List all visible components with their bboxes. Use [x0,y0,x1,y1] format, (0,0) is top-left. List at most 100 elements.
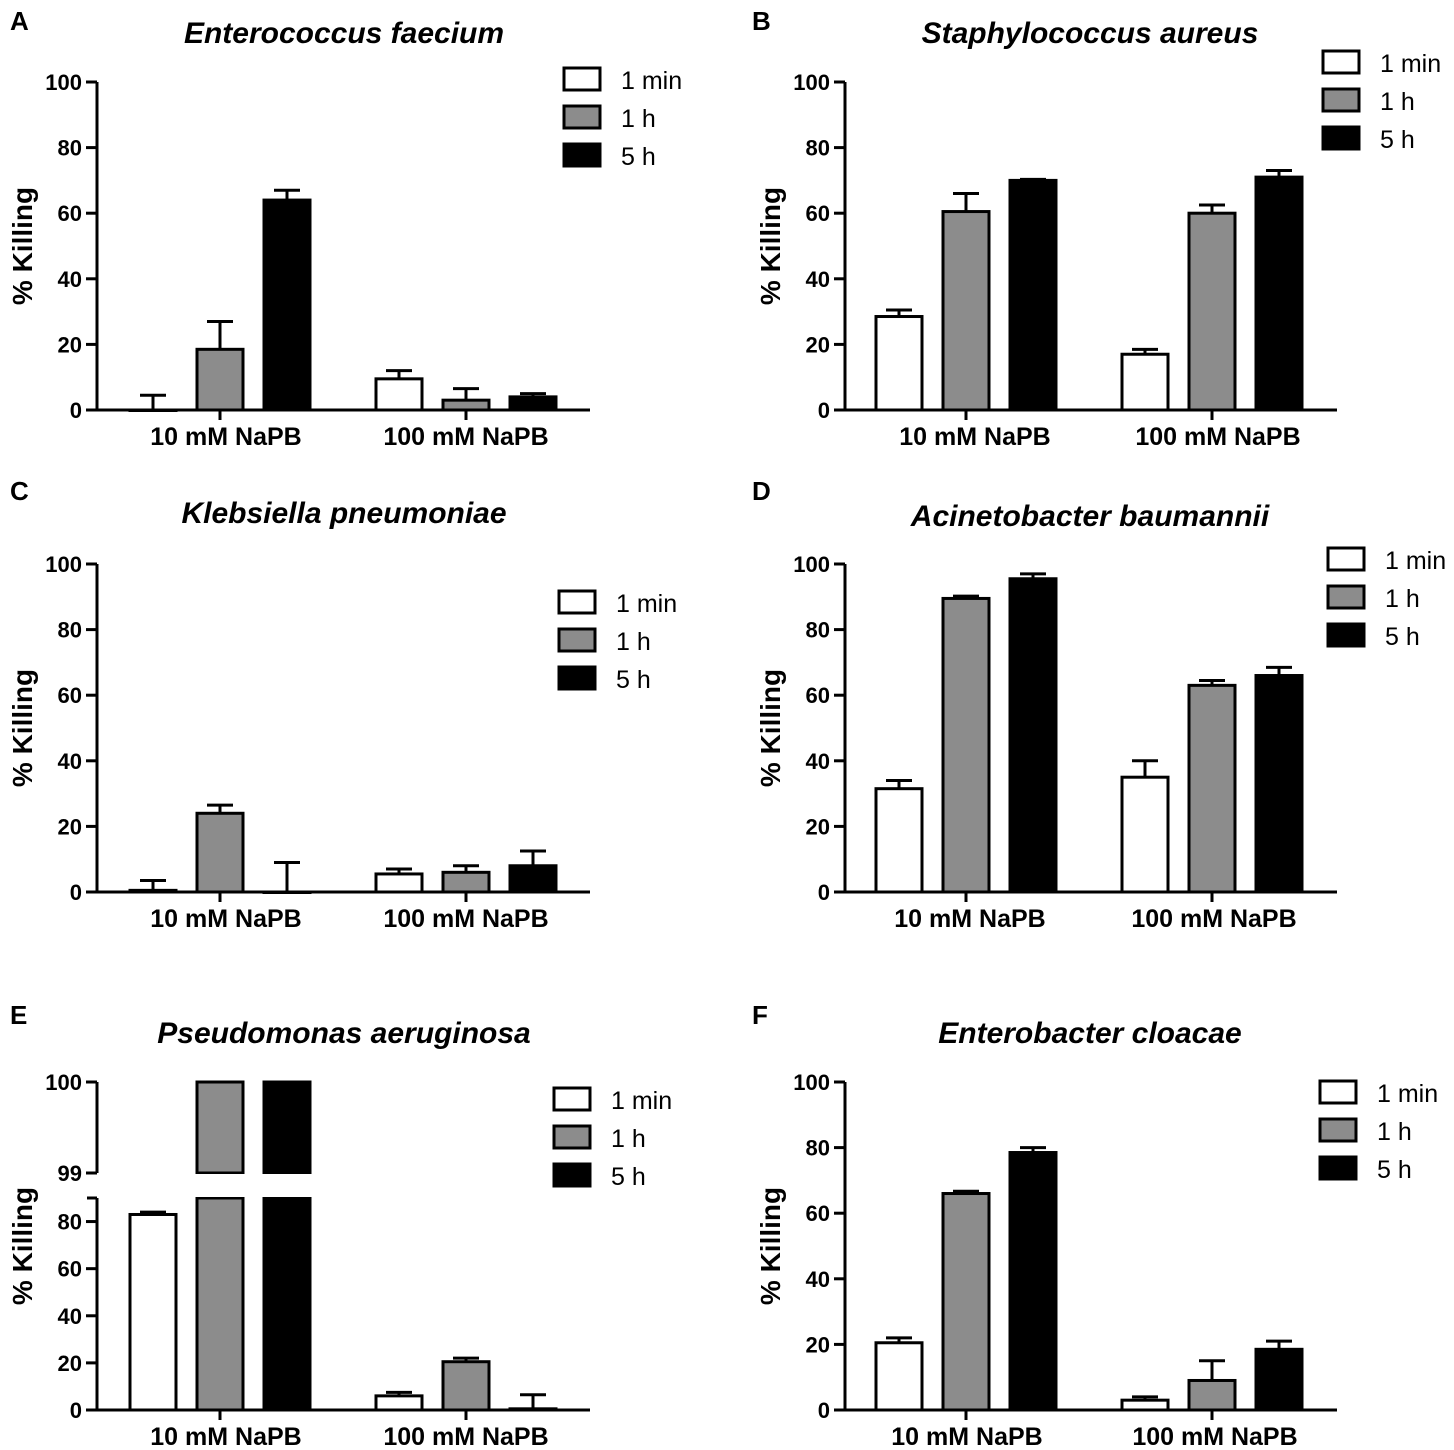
bar-break-gap [194,1174,246,1197]
bar [374,872,424,894]
legend-label: 5 h [1385,623,1420,651]
y-tick-label: 20 [58,332,82,357]
legend-label: 1 min [1377,1080,1438,1108]
y-tick-label: 80 [58,618,82,643]
legend-swatch [562,104,602,130]
chart-title: Enterobacter cloacae [938,1017,1241,1050]
legend-swatch [1326,622,1366,648]
y-tick-label: 0 [70,398,82,423]
bar [262,1080,312,1175]
legend-swatch [557,665,597,691]
y-tick-label: 60 [806,201,830,226]
y-tick-label: 40 [58,749,82,774]
y-tick-label: 60 [806,1201,830,1226]
legend-label: 1 min [621,67,682,95]
bar [874,315,924,412]
legend-swatch [562,142,602,168]
x-category-label: 10 mM NaPB [894,905,1045,933]
x-category-label: 100 mM NaPB [383,905,548,933]
panel-letter: B [752,6,771,36]
legend-label: 5 h [611,1163,646,1191]
y-tick-label: 0 [70,1398,82,1423]
x-category-label: 100 mM NaPB [1132,1423,1297,1450]
legend-swatch [1318,1117,1358,1143]
y-tick-label: 100 [793,1070,830,1095]
y-tick-label: 80 [806,136,830,161]
legend-label: 5 h [1380,126,1415,154]
y-tick-label: 80 [806,1136,830,1161]
y-tick-label: 20 [806,814,830,839]
y-axis-label: % Killing [7,669,38,787]
legend-swatch [1326,584,1366,610]
bar [374,1394,424,1412]
legend-swatch [1321,87,1361,113]
legend-swatch [1321,125,1361,151]
panel-letter: E [10,1000,27,1030]
bar [1254,1347,1304,1412]
y-tick-label: 0 [70,880,82,905]
legend-label: 1 h [621,105,656,133]
y-tick-label: 40 [806,1267,830,1292]
chart-title: Enterococcus faecium [184,17,504,50]
bar-break-gap [261,1174,313,1197]
y-tick-label: 20 [806,1332,830,1357]
bar [441,1360,491,1412]
y-tick-label: 0 [818,1398,830,1423]
bar [941,1192,991,1412]
legend-swatch [1326,546,1366,572]
legend-swatch [1321,49,1361,75]
bar [1120,1398,1170,1412]
bar [874,1341,924,1412]
panel-D: D Acinetobacter baumannii % Killing 0 20 40 60… [752,476,1446,933]
x-category-label: 10 mM NaPB [150,423,301,451]
y-axis-label: % Killing [755,187,786,305]
bar [1008,577,1058,894]
bar [262,890,312,894]
legend-swatch [557,589,597,615]
y-tick-label: 40 [806,749,830,774]
bar [262,1196,312,1412]
bar [441,870,491,894]
y-tick-label: 60 [58,201,82,226]
legend-label: 5 h [621,143,656,171]
panel-F: F Enterobacter cloacae % Killing 0 20 40 60 80 1… [752,1000,1438,1450]
legend-swatch [1318,1155,1358,1181]
y-tick-label: 20 [806,332,830,357]
y-tick-label: 100 [793,552,830,577]
panel-letter: F [752,1000,768,1030]
bar [1187,1378,1237,1412]
bar [441,398,491,412]
panel-B: B Staphylococcus aureus % Killing 0 20 40 60 80… [752,6,1441,451]
bar [941,596,991,894]
x-category-label: 10 mM NaPB [899,423,1050,451]
bar [374,377,424,412]
bar [1187,211,1237,412]
bar [195,1196,245,1412]
y-tick-label: 60 [58,683,82,708]
bar [128,888,178,894]
legend-swatch [552,1162,592,1188]
panel-letter: C [10,476,29,506]
bar [195,811,245,894]
y-tick-label: 0 [818,880,830,905]
legend-swatch [562,66,602,92]
bar [1008,1151,1058,1412]
bar [262,198,312,412]
legend-label: 1 min [1380,50,1441,78]
panel-A: A Enterococcus faecium % Killing 0 20 40 60 80 1… [7,6,682,451]
bar [1120,775,1170,894]
bar [1254,175,1304,412]
chart-title: Pseudomonas aeruginosa [157,1017,530,1050]
y-tick-label: 0 [818,398,830,423]
y-axis-label: % Killing [755,1187,786,1305]
y-tick-label: 80 [806,618,830,643]
bar [1254,674,1304,894]
panel-letter: A [10,6,29,36]
bar [508,1407,558,1412]
y-tick-label: 100 [45,70,82,95]
y-tick-label: 80 [58,1210,82,1235]
legend-label: 1 h [1385,585,1420,613]
panel-E: E Pseudomonas aeruginosa % Killing 0 20 40 60 8… [7,1000,672,1450]
legend-swatch [552,1086,592,1112]
y-tick-label: 20 [58,1351,82,1376]
